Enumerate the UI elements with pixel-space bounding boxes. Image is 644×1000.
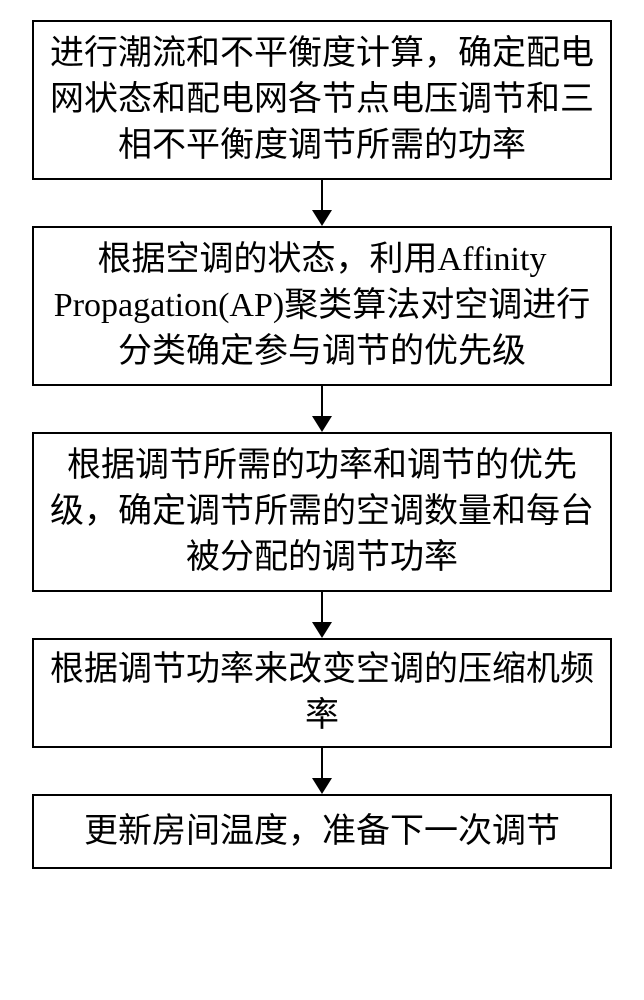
flowchart-node-text: 根据调节所需的功率和调节的优先级，确定调节所需的空调数量和每台被分配的调节功率	[48, 443, 596, 581]
flowchart-node-text: 进行潮流和不平衡度计算，确定配电网状态和配电网各节点电压调节和三相不平衡度调节所…	[48, 31, 596, 169]
flowchart-arrow	[312, 748, 332, 794]
flowchart-arrow	[312, 592, 332, 638]
flowchart-node: 根据调节所需的功率和调节的优先级，确定调节所需的空调数量和每台被分配的调节功率	[32, 432, 612, 592]
flowchart-container: 进行潮流和不平衡度计算，确定配电网状态和配电网各节点电压调节和三相不平衡度调节所…	[0, 0, 644, 869]
flowchart-node-text: 更新房间温度，准备下一次调节	[84, 809, 560, 855]
flowchart-node: 进行潮流和不平衡度计算，确定配电网状态和配电网各节点电压调节和三相不平衡度调节所…	[32, 20, 612, 180]
flowchart-arrow	[312, 180, 332, 226]
flowchart-node: 更新房间温度，准备下一次调节	[32, 794, 612, 869]
flowchart-node-text: 根据空调的状态，利用Affinity Propagation(AP)聚类算法对空…	[48, 237, 596, 375]
flowchart-node: 根据空调的状态，利用Affinity Propagation(AP)聚类算法对空…	[32, 226, 612, 386]
flowchart-arrow	[312, 386, 332, 432]
flowchart-node: 根据调节功率来改变空调的压缩机频率	[32, 638, 612, 748]
flowchart-node-text: 根据调节功率来改变空调的压缩机频率	[48, 647, 596, 739]
